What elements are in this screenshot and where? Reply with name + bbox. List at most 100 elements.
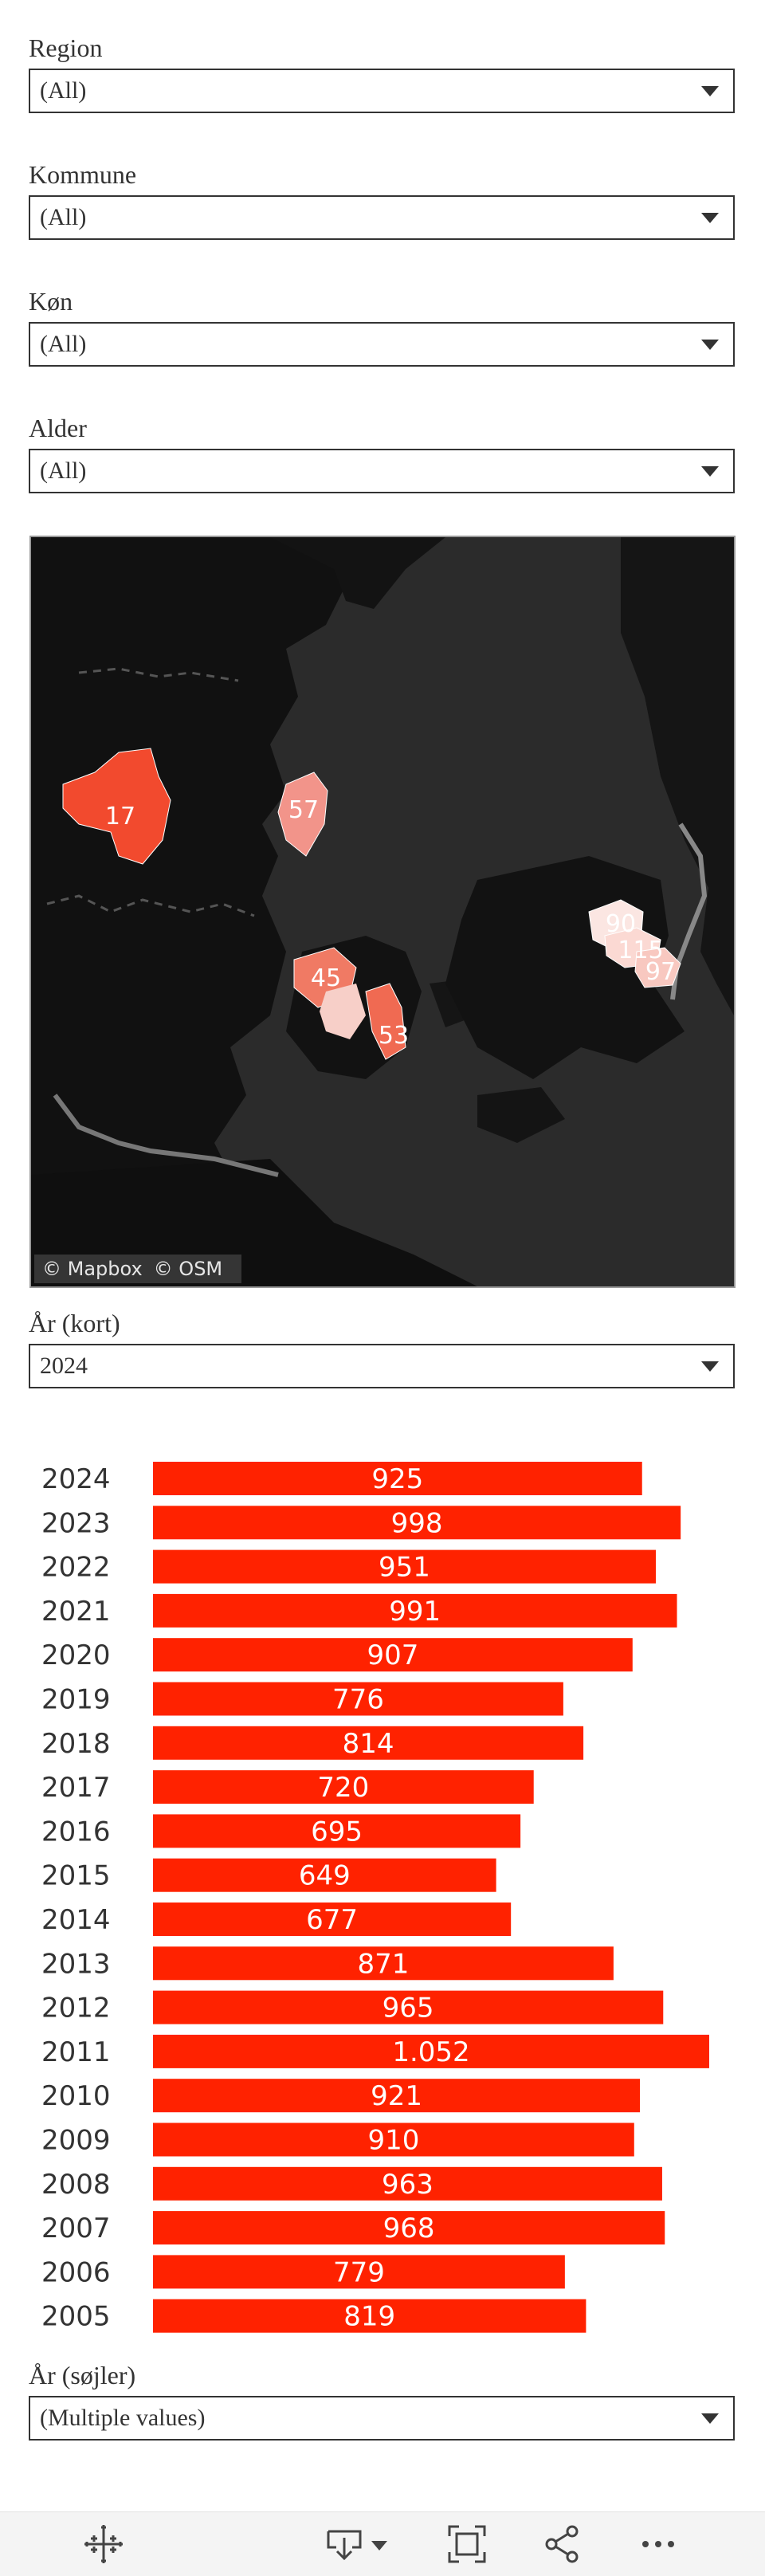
- filter-year-bars: År (søjler) (Multiple values): [29, 2359, 735, 2441]
- bottom-toolbar: [0, 2511, 765, 2576]
- bar-row[interactable]: 2020 907: [41, 1638, 633, 1672]
- bar-value-label: 968: [383, 2213, 435, 2244]
- bar-row[interactable]: 2019 776: [41, 1682, 563, 1716]
- year-tick-label: 2022: [41, 1552, 111, 1584]
- filter-year-bars-label: År (søjler): [29, 2361, 136, 2389]
- bar[interactable]: [153, 2255, 565, 2289]
- bar[interactable]: [153, 1549, 656, 1584]
- choropleth-map[interactable]: 17 57 45 53 90 115 97 © Mapbox © OSM: [29, 536, 736, 1288]
- bar[interactable]: [153, 1506, 681, 1540]
- municipality-97[interactable]: [634, 947, 681, 988]
- bar-row[interactable]: 2024 925: [41, 1462, 642, 1495]
- bar-row[interactable]: 2010 921: [41, 2079, 641, 2113]
- fullscreen-icon[interactable]: [446, 2523, 488, 2565]
- chevron-down-icon[interactable]: [368, 2523, 390, 2565]
- bar[interactable]: [153, 1593, 677, 1628]
- filter-kommune-label: Kommune: [29, 160, 137, 189]
- bar[interactable]: [153, 1903, 512, 1936]
- filter-year-map-select[interactable]: 2024: [29, 1344, 735, 1388]
- year-tick-label: 2018: [41, 1728, 111, 1760]
- bar-row[interactable]: 2015 649: [41, 1858, 496, 1892]
- filter-alder-select[interactable]: (All): [29, 449, 735, 493]
- filter-region: Region (All): [29, 32, 735, 113]
- bar[interactable]: [153, 2079, 641, 2113]
- year-tick-label: 2005: [41, 2301, 111, 2333]
- municipality-57[interactable]: [277, 772, 328, 857]
- filter-year-map: År (kort) 2024: [29, 1307, 735, 1388]
- bar-row[interactable]: 2014 677: [41, 1903, 512, 1936]
- year-tick-label: 2008: [41, 2169, 111, 2201]
- municipality-label: 17: [105, 803, 135, 831]
- municipality-17[interactable]: [62, 748, 171, 865]
- filter-koen-label: Køn: [29, 287, 73, 316]
- bar[interactable]: [153, 1682, 563, 1716]
- bar-row[interactable]: 2023 998: [41, 1506, 681, 1540]
- bar[interactable]: [153, 1770, 534, 1804]
- bar-value-label: 649: [299, 1860, 351, 1892]
- bar[interactable]: [153, 1462, 642, 1495]
- bar-row[interactable]: 2007 968: [41, 2211, 665, 2245]
- mapbox-attribution[interactable]: © Mapbox: [42, 1258, 143, 1280]
- year-tick-label: 2020: [41, 1639, 111, 1671]
- tableau-logo-icon[interactable]: [83, 2523, 124, 2565]
- municipality-53[interactable]: [365, 983, 406, 1060]
- more-icon[interactable]: [638, 2523, 679, 2565]
- bar[interactable]: [153, 1638, 633, 1672]
- bar-row[interactable]: 2008 963: [41, 2166, 662, 2201]
- filter-kommune-select[interactable]: (All): [29, 195, 735, 240]
- filter-year-bars-select[interactable]: (Multiple values): [29, 2396, 735, 2441]
- filter-koen-select[interactable]: (All): [29, 322, 735, 367]
- dropdown-arrow-icon: [701, 466, 719, 477]
- bar-row[interactable]: 2022 951: [41, 1549, 656, 1584]
- bar-value-label: 965: [382, 1993, 434, 2024]
- year-tick-label: 2012: [41, 1993, 111, 2024]
- bar[interactable]: [153, 1990, 664, 2024]
- bar[interactable]: [153, 2166, 662, 2201]
- map-attribution: © Mapbox © OSM: [34, 1255, 242, 1283]
- bar-value-label: 991: [389, 1596, 441, 1628]
- year-tick-label: 2023: [41, 1507, 111, 1539]
- bar[interactable]: [153, 1814, 521, 1848]
- filter-alder: Alder (All): [29, 412, 735, 493]
- year-tick-label: 2021: [41, 1596, 111, 1628]
- bar-row[interactable]: 2017 720: [41, 1770, 534, 1804]
- bar-row[interactable]: 2018 814: [41, 1726, 584, 1760]
- bar-row[interactable]: 2016 695: [41, 1814, 521, 1848]
- bar[interactable]: [153, 2034, 709, 2068]
- bar-row[interactable]: 2021 991: [41, 1593, 677, 1628]
- bar[interactable]: [153, 2122, 634, 2157]
- osm-attribution[interactable]: © OSM: [153, 1258, 223, 1280]
- bar-row[interactable]: 2009 910: [41, 2122, 634, 2157]
- bar-row[interactable]: 2011 1.052: [41, 2034, 709, 2068]
- bar-chart: 2024 925 2023 998 2022 951 2021 991 2020 907 2019 7…: [0, 1451, 765, 2343]
- bar-row[interactable]: 2013 871: [41, 1946, 614, 1981]
- bar[interactable]: [153, 1946, 614, 1981]
- bar-value-label: 819: [343, 2301, 395, 2333]
- filter-year-map-label: År (kort): [29, 1309, 120, 1337]
- year-tick-label: 2024: [41, 1463, 111, 1495]
- share-icon[interactable]: [542, 2523, 583, 2565]
- bar-value-label: 907: [367, 1639, 418, 1671]
- bar-value-label: 871: [358, 1948, 410, 1980]
- bar-row[interactable]: 2005 819: [41, 2299, 586, 2333]
- year-tick-label: 2019: [41, 1684, 111, 1716]
- bar-value-label: 695: [311, 1816, 363, 1848]
- year-tick-label: 2015: [41, 1860, 111, 1892]
- bar-value-label: 910: [367, 2125, 419, 2157]
- filter-region-select[interactable]: (All): [29, 69, 735, 113]
- bar[interactable]: [153, 1858, 496, 1892]
- bar-value-label: 814: [343, 1728, 394, 1760]
- filter-kommune: Kommune (All): [29, 159, 735, 240]
- bar[interactable]: [153, 2299, 586, 2333]
- bar-row[interactable]: 2012 965: [41, 1990, 664, 2024]
- municipality-label: 90: [606, 910, 636, 938]
- bar[interactable]: [153, 1726, 584, 1760]
- year-tick-label: 2009: [41, 2125, 111, 2157]
- dropdown-arrow-icon: [701, 2413, 719, 2424]
- bar-row[interactable]: 2006 779: [41, 2255, 565, 2289]
- year-tick-label: 2010: [41, 2080, 111, 2112]
- download-icon[interactable]: [324, 2523, 365, 2565]
- bar-value-label: 963: [382, 2169, 434, 2201]
- bar-value-label: 998: [391, 1507, 443, 1539]
- bar[interactable]: [153, 2211, 665, 2245]
